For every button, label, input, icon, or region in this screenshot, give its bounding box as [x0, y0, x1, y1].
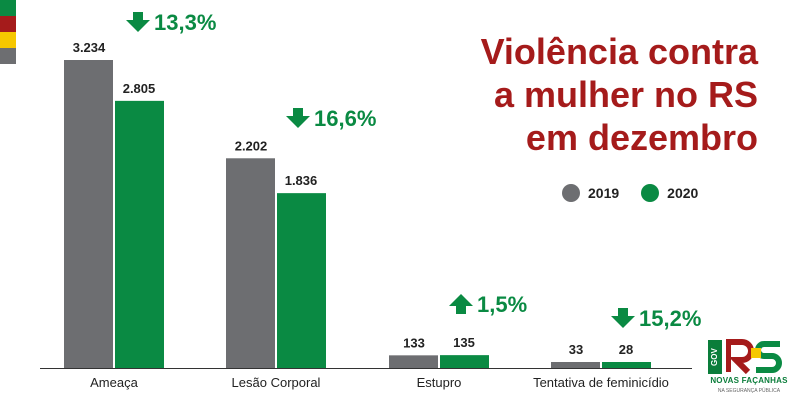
legend-swatch-2020 [641, 184, 660, 202]
flag-stripe-yellow [0, 32, 16, 48]
data-label: 33 [569, 342, 583, 357]
legend-item-2019: 2019 [562, 184, 619, 202]
x-tick-label: Tentativa de feminicídio [533, 375, 669, 390]
bar-2019 [389, 355, 438, 368]
bar-2019 [226, 158, 275, 368]
chart-title-line: a mulher no RS [493, 74, 758, 115]
data-label: 135 [453, 335, 475, 350]
legend-item-2020: 2020 [641, 184, 698, 202]
legend: 2019 2020 [562, 184, 698, 202]
change-percentage: 15,2% [639, 306, 701, 331]
change-arrow-down-icon [126, 12, 150, 32]
change-percentage: 13,3% [154, 10, 216, 35]
legend-label: 2020 [667, 185, 699, 201]
bar-2020 [115, 100, 164, 368]
data-label: 3.234 [73, 40, 106, 55]
flag-stripe-gray [0, 48, 16, 64]
logo-subtitle: NA SEGURANÇA PÚBLICA [717, 388, 781, 394]
flag-stripe-red [0, 16, 16, 32]
logo-rs-mark [726, 339, 782, 374]
flag-stripe-green [0, 0, 16, 16]
bar-2019 [64, 60, 113, 368]
chart-title-line: em dezembro [525, 117, 758, 158]
bar-2020 [440, 355, 489, 368]
x-tick-label: Estupro [417, 375, 462, 390]
change-percentage: 1,5% [477, 292, 527, 317]
legend-label: 2019 [588, 185, 620, 201]
bar-2019 [551, 362, 600, 368]
chart-title-line: Violência contra [480, 31, 758, 72]
bar-2020 [602, 362, 651, 368]
data-label: 1.836 [285, 173, 318, 188]
logo-gov-mark: GOV [708, 340, 722, 374]
change-percentage: 16,6% [314, 106, 376, 131]
data-label: 28 [619, 342, 633, 357]
change-arrow-up-icon [449, 294, 473, 314]
government-logo: GOV NOVAS FAÇANHAS NA SEGURANÇA PÚBLICA [708, 338, 788, 404]
x-tick-label: Ameaça [90, 375, 138, 390]
legend-swatch-2019 [562, 184, 580, 202]
logo-name: NOVAS FAÇANHAS [710, 376, 788, 385]
change-arrow-down-icon [286, 108, 310, 128]
data-label: 2.202 [235, 138, 268, 153]
x-tick-label: Lesão Corporal [232, 375, 321, 390]
change-arrow-down-icon [611, 308, 635, 328]
flag-strip [0, 0, 16, 64]
chart-title: Violência contra a mulher no RS em dezem… [438, 30, 758, 159]
bar-2020 [277, 193, 326, 368]
data-label: 2.805 [123, 81, 156, 96]
data-label: 133 [403, 335, 425, 350]
